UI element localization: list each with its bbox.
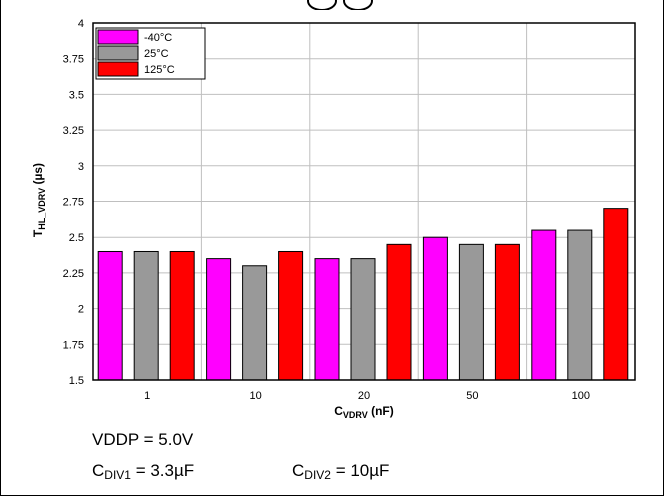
bar: [494, 243, 520, 381]
y-tick-label: 1.75: [63, 339, 84, 351]
bar-series: [97, 208, 629, 381]
vddp-condition: VDDP = 5.0V: [92, 430, 194, 449]
y-tick-label: 2.25: [63, 268, 84, 280]
y-tick-label: 2.75: [63, 197, 84, 209]
y-tick-label: 2.5: [69, 232, 84, 244]
cdiv1-condition: CDIV1 = 3.3µF: [92, 461, 195, 482]
bar: [567, 229, 593, 381]
y-tick-label: 4: [78, 18, 84, 30]
bar: [97, 250, 123, 381]
bar: [242, 265, 268, 381]
x-tick-label: 20: [358, 390, 370, 402]
cdiv2-condition: CDIV2 = 10µF: [292, 461, 390, 482]
y-tick-label: 3.5: [69, 89, 84, 101]
bar: [314, 258, 340, 381]
bar: [458, 243, 484, 381]
legend-label: -40°C: [144, 32, 172, 44]
bar: [206, 258, 232, 381]
y-axis-label: THL_VDRV (µs): [31, 163, 47, 237]
bar: [350, 258, 376, 381]
bar: [603, 208, 629, 381]
x-tick-label: 10: [249, 390, 261, 402]
legend-swatch: [97, 29, 139, 45]
plot-area-border: [92, 22, 636, 381]
y-tick-label: 2: [78, 304, 84, 316]
bar: [386, 243, 412, 381]
plot-border: [92, 22, 636, 381]
legend-swatch: [97, 45, 139, 61]
bar: [169, 250, 195, 381]
x-tick-label: 100: [572, 390, 590, 402]
y-tick-label: 3.25: [63, 125, 84, 137]
bar: [422, 236, 448, 381]
y-tick-labels: 1.5 1.75 2 2.25 2.5 2.75 3 3.25 3.5 3.75 4: [63, 18, 84, 387]
bar: [531, 229, 557, 381]
y-tick-label: 3.75: [63, 54, 84, 66]
legend-label: 25°C: [144, 48, 169, 60]
bar: [133, 250, 159, 381]
cropped-title-fragment: [1, 0, 663, 10]
legend-label: 125°C: [144, 64, 175, 76]
legend-swatch: [97, 61, 139, 77]
y-tick-label: 1.5: [69, 375, 84, 387]
legend: -40°C 25°C 125°C: [95, 27, 206, 80]
bar: [278, 250, 304, 381]
y-tick-label: 3: [78, 161, 84, 173]
x-axis-label: CVDRV (nF): [334, 404, 394, 420]
x-tick-labels: 1 10 20 50 100: [144, 390, 590, 402]
x-tick-label: 50: [466, 390, 478, 402]
x-tick-label: 1: [144, 390, 150, 402]
